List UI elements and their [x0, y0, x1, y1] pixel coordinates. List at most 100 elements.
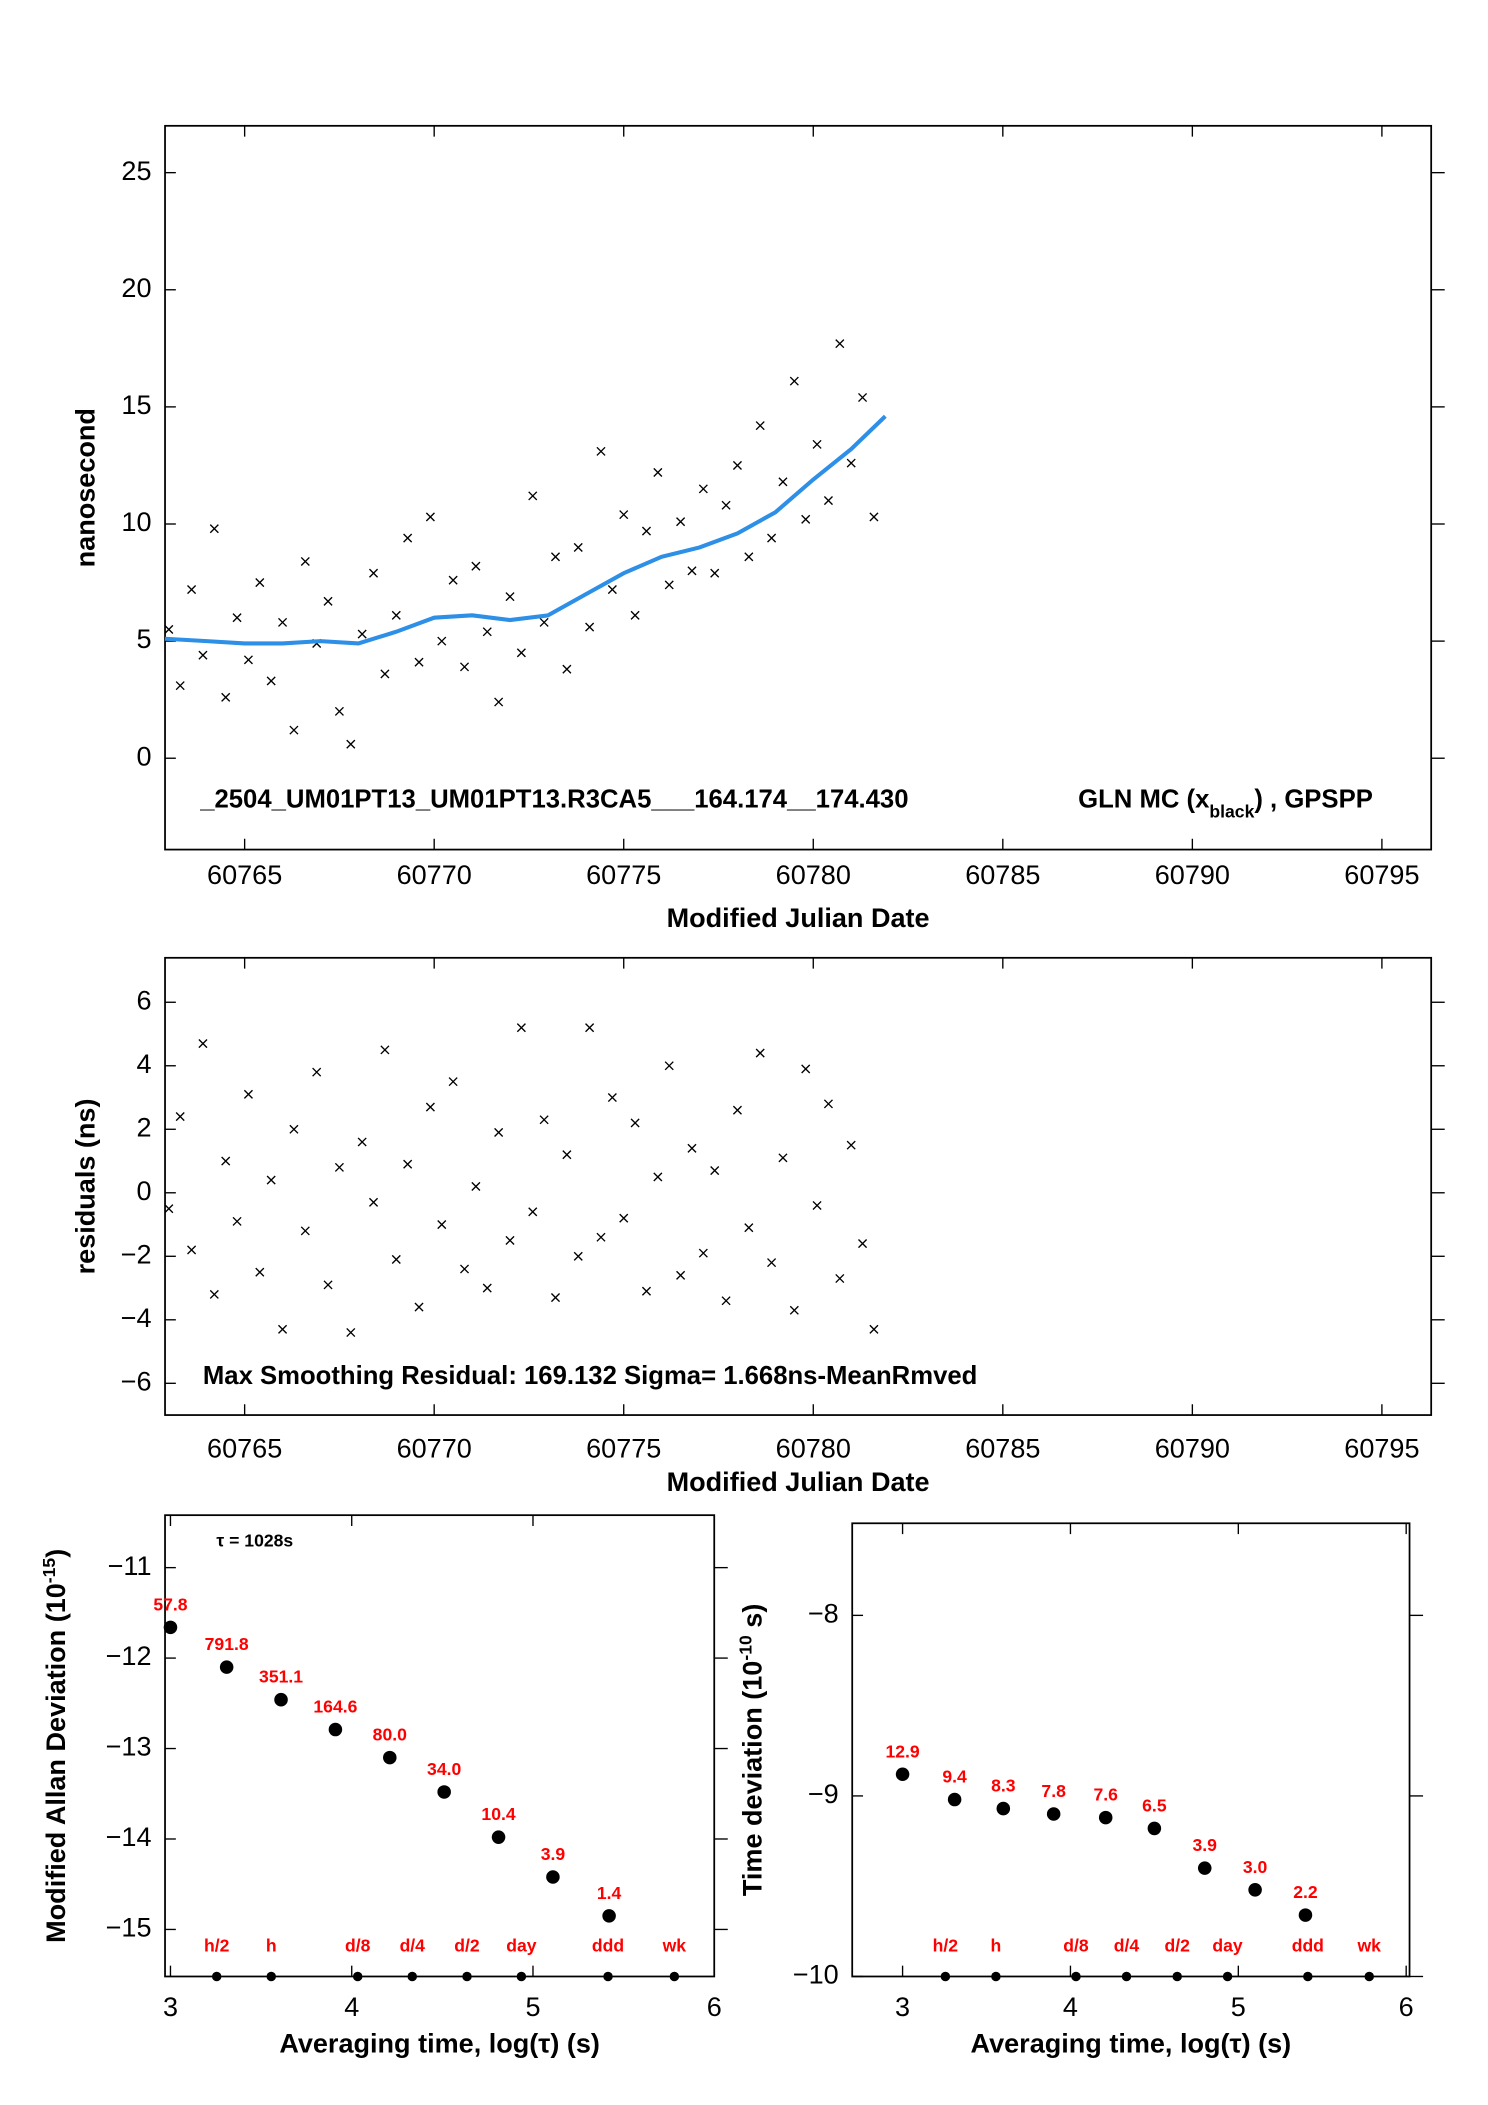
smooth-line	[164, 414, 887, 646]
data-point	[471, 1181, 481, 1191]
data-point	[539, 617, 549, 627]
data-point	[380, 1045, 390, 1055]
point-label: 7.6	[1093, 1785, 1118, 1805]
y-tick-label: −13	[106, 1732, 152, 1762]
data-point	[334, 1162, 344, 1172]
data-point	[505, 1235, 515, 1245]
data-point	[585, 1023, 595, 1033]
point-label: 3.0	[1243, 1857, 1268, 1877]
data-point	[721, 500, 731, 510]
data-point	[528, 491, 538, 501]
data-point	[357, 1137, 367, 1147]
y-axis-title-part: )	[41, 1549, 71, 1558]
data-point	[528, 1207, 538, 1217]
data-point	[198, 650, 208, 660]
x-tick-label: 60775	[586, 860, 661, 890]
x-tick-label: 60765	[207, 860, 282, 890]
plot-frame	[164, 124, 1433, 851]
time-marker	[669, 1971, 680, 1982]
data-point	[459, 662, 470, 672]
data-point	[437, 1785, 451, 1799]
x-tick-label: 5	[525, 1992, 540, 2022]
annotation-part: black	[1209, 802, 1254, 822]
time-marker-label: h	[991, 1935, 1002, 1955]
data-point	[630, 610, 640, 620]
data-point	[403, 1159, 413, 1169]
data-point	[266, 676, 276, 686]
data-point	[1197, 1861, 1212, 1875]
annotation: Max Smoothing Residual: 169.132 Sigma= 1…	[203, 1362, 977, 1390]
data-point	[550, 552, 561, 562]
time-marker	[1222, 1971, 1233, 1982]
y-axis-title-part: Modified Allan Deviation (10	[41, 1583, 71, 1943]
time-marker-label: wk	[662, 1935, 687, 1955]
data-point	[346, 1327, 356, 1338]
data-point	[163, 1620, 178, 1635]
y-axis-title: residuals (ns)	[71, 1098, 101, 1274]
x-tick-label: 6	[707, 1992, 722, 2022]
time-marker	[940, 1971, 951, 1982]
data-point	[437, 1219, 447, 1230]
data-point	[334, 706, 344, 716]
data-point	[778, 1153, 788, 1163]
data-point	[653, 1172, 663, 1182]
x-axis-title: Modified Julian Date	[667, 1467, 930, 1497]
data-point	[619, 1213, 629, 1223]
data-point	[482, 1283, 492, 1293]
y-tick-label: 10	[121, 507, 151, 537]
data-point	[380, 669, 390, 679]
y-tick-label: 25	[121, 156, 151, 186]
x-tick-label: 60770	[397, 860, 472, 890]
annotation-part: GLN MC (x	[1078, 786, 1210, 814]
data-point	[232, 613, 242, 623]
annotation: τ = 1028s	[216, 1530, 293, 1550]
data-point	[1046, 1807, 1061, 1821]
data-point	[710, 1166, 720, 1176]
data-point	[459, 1264, 470, 1274]
y-tick-label: −11	[108, 1551, 152, 1581]
data-point	[858, 1239, 868, 1249]
x-tick-label: 60780	[776, 1433, 851, 1463]
data-point	[368, 1197, 379, 1207]
data-point	[232, 1216, 242, 1226]
data-point	[602, 1909, 616, 1923]
point-label: 6.5	[1142, 1795, 1167, 1815]
x-tick-label: 3	[895, 1992, 910, 2022]
data-point	[835, 339, 845, 349]
data-point	[219, 1660, 234, 1674]
x-tick-label: 60775	[586, 1433, 661, 1463]
data-point	[823, 1099, 833, 1109]
data-point	[328, 1722, 343, 1737]
x-tick-label: 60785	[965, 1433, 1040, 1463]
data-point	[289, 1124, 299, 1134]
data-point	[383, 1750, 397, 1765]
data-point	[801, 514, 811, 524]
point-label: 2.2	[1293, 1882, 1318, 1902]
data-point	[448, 1077, 458, 1087]
x-tick-label: 60770	[397, 1433, 472, 1463]
data-point	[721, 1296, 731, 1306]
y-tick-label: 4	[136, 1049, 151, 1079]
data-point	[895, 1767, 910, 1782]
data-point	[539, 1115, 549, 1125]
data-point	[641, 526, 652, 536]
x-tick-label: 60790	[1155, 1433, 1230, 1463]
time-marker	[407, 1971, 418, 1982]
time-marker-label: d/2	[454, 1935, 480, 1955]
data-point	[619, 510, 629, 520]
data-point	[187, 1245, 197, 1255]
data-point	[198, 1039, 208, 1049]
data-point	[846, 458, 856, 468]
data-point	[550, 1293, 561, 1303]
annotation-part: _2504_UM01PT13_UM01PT13.R3CA5___164.174_…	[199, 786, 908, 814]
data-point	[573, 542, 583, 552]
y-tick-label: −9	[808, 1779, 839, 1809]
x-tick-label: 60780	[776, 860, 851, 890]
data-point	[767, 533, 777, 543]
time-marker	[266, 1971, 276, 1982]
time-marker-label: d/4	[400, 1935, 426, 1955]
x-axis-title: Averaging time, log(τ) (s)	[971, 2029, 1292, 2059]
point-label: 9.4	[942, 1767, 967, 1787]
y-tick-label: −10	[793, 1960, 839, 1990]
point-label: 351.1	[259, 1667, 303, 1687]
